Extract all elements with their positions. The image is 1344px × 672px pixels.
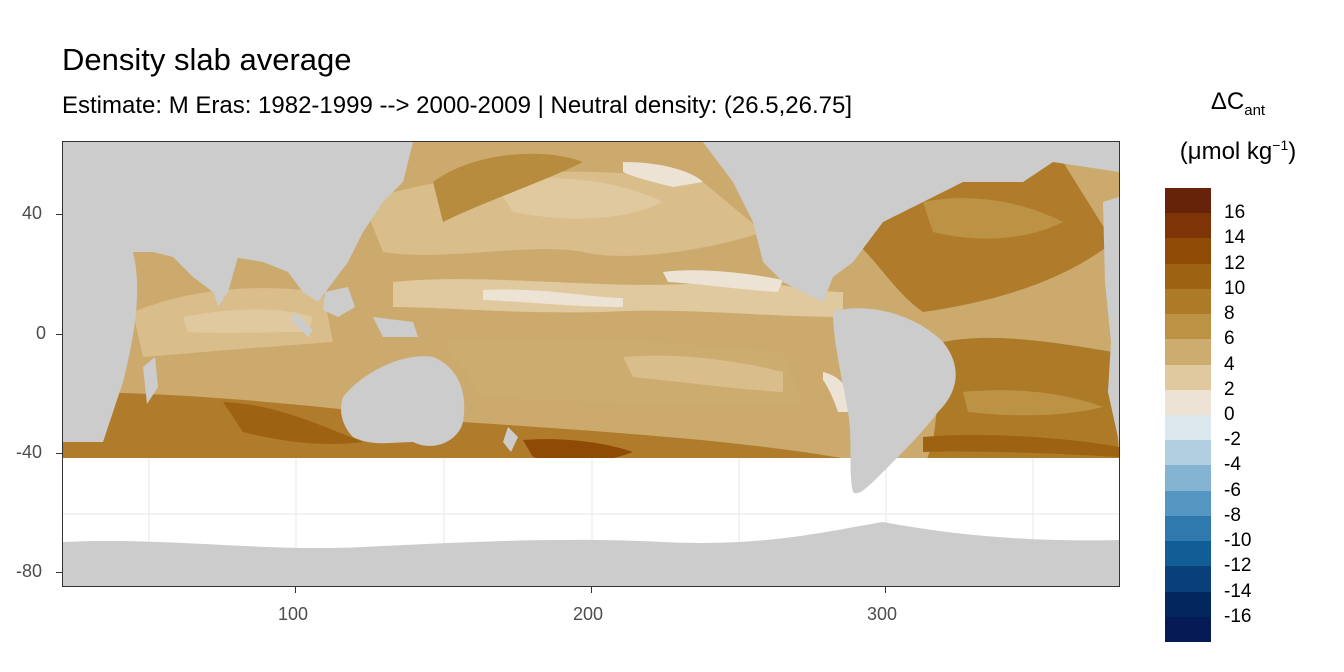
y-tick-mark	[56, 334, 62, 335]
land-borneo	[323, 287, 355, 317]
field-patch	[483, 289, 623, 307]
field-patch	[623, 162, 703, 187]
chart-subtitle: Estimate: M Eras: 1982-1999 --> 2000-200…	[62, 92, 853, 119]
colorbar-label: -12	[1224, 555, 1252, 577]
land-africa	[63, 142, 138, 442]
colorbar-label: -6	[1224, 479, 1241, 501]
colorbar-label: 4	[1224, 353, 1235, 375]
colorbar-swatch	[1165, 213, 1211, 239]
colorbar-label: -16	[1224, 605, 1252, 627]
land-newzealand	[503, 427, 518, 452]
colorbar-swatch	[1165, 566, 1211, 593]
colorbar-label: 6	[1224, 328, 1235, 350]
colorbar-swatch	[1165, 238, 1211, 265]
colorbar-label: -4	[1224, 454, 1241, 476]
x-tick-mark	[295, 587, 296, 593]
land-south-america	[833, 308, 956, 494]
colorbar-swatch	[1165, 440, 1211, 466]
y-tick-mark	[56, 214, 62, 215]
map-panel	[62, 141, 1120, 587]
y-tick-label: -80	[16, 561, 43, 581]
land-madagascar	[143, 357, 158, 404]
field-patch	[963, 390, 1103, 416]
field-patch	[823, 372, 853, 412]
colorbar-label: 16	[1224, 202, 1246, 224]
colorbar-swatch	[1165, 541, 1211, 567]
colorbar-label: -8	[1224, 504, 1241, 526]
colorbar-swatch	[1165, 188, 1211, 214]
x-tick-label: 200	[573, 604, 604, 624]
field-patch	[663, 270, 783, 292]
x-tick-mark	[885, 587, 886, 593]
land-australia	[341, 356, 465, 446]
colorbar-swatch	[1165, 465, 1211, 492]
colorbar-swatch	[1165, 591, 1211, 618]
colorbar-label: 2	[1224, 378, 1235, 400]
field-patch	[523, 439, 633, 462]
x-tick-label: 300	[867, 604, 898, 624]
legend-title: ΔCant	[1210, 88, 1266, 119]
colorbar-swatch	[1165, 263, 1211, 290]
field-patch	[923, 435, 1119, 457]
land-greenland	[1023, 142, 1119, 162]
colorbar-swatch	[1165, 415, 1211, 441]
delta-cant-field	[63, 151, 1119, 477]
colorbar-swatch	[1165, 314, 1211, 340]
land-newguinea	[373, 317, 418, 337]
colorbar-swatch	[1165, 364, 1211, 391]
field-patch	[433, 153, 583, 222]
field-patch	[923, 198, 1063, 239]
legend-unit: (μmol kg−1)	[1179, 137, 1297, 165]
colorbar-label: 10	[1224, 277, 1246, 299]
colorbar-label: -10	[1224, 530, 1252, 552]
x-tick-mark	[591, 587, 592, 593]
y-tick-mark	[56, 572, 62, 573]
land-sumatra	[291, 312, 313, 337]
land-antarctica	[63, 522, 1119, 586]
chart-title: Density slab average	[62, 42, 352, 77]
colorbar	[1165, 188, 1211, 643]
field-patch	[443, 337, 803, 405]
land	[63, 142, 1119, 586]
land-asia	[63, 142, 413, 302]
y-tick-mark	[56, 453, 62, 454]
land-india	[211, 252, 238, 307]
land-europe-right	[1103, 197, 1119, 442]
colorbar-swatch	[1165, 389, 1211, 416]
y-tick-label: 0	[36, 323, 47, 343]
colorbar-label: 12	[1224, 252, 1246, 274]
y-tick-label: 40	[22, 203, 43, 223]
colorbar-label: 0	[1224, 404, 1235, 425]
colorbar-label: -2	[1224, 429, 1241, 451]
field-patch	[223, 402, 363, 444]
colorbar-swatch	[1165, 616, 1211, 643]
colorbar-label: -14	[1224, 580, 1252, 602]
land-north-america	[703, 142, 1119, 302]
colorbar-label: 8	[1224, 303, 1235, 325]
field-patch	[623, 355, 783, 392]
field-patch	[183, 309, 313, 333]
field-patch	[493, 178, 663, 219]
colorbar-swatch	[1165, 490, 1211, 517]
colorbar-swatch	[1165, 339, 1211, 366]
x-tick-label: 100	[278, 604, 309, 624]
y-tick-label: -40	[16, 442, 43, 462]
map-svg	[63, 142, 1119, 586]
colorbar-swatch	[1165, 515, 1211, 542]
colorbar-label: 14	[1224, 227, 1246, 249]
colorbar-swatch	[1165, 288, 1211, 315]
